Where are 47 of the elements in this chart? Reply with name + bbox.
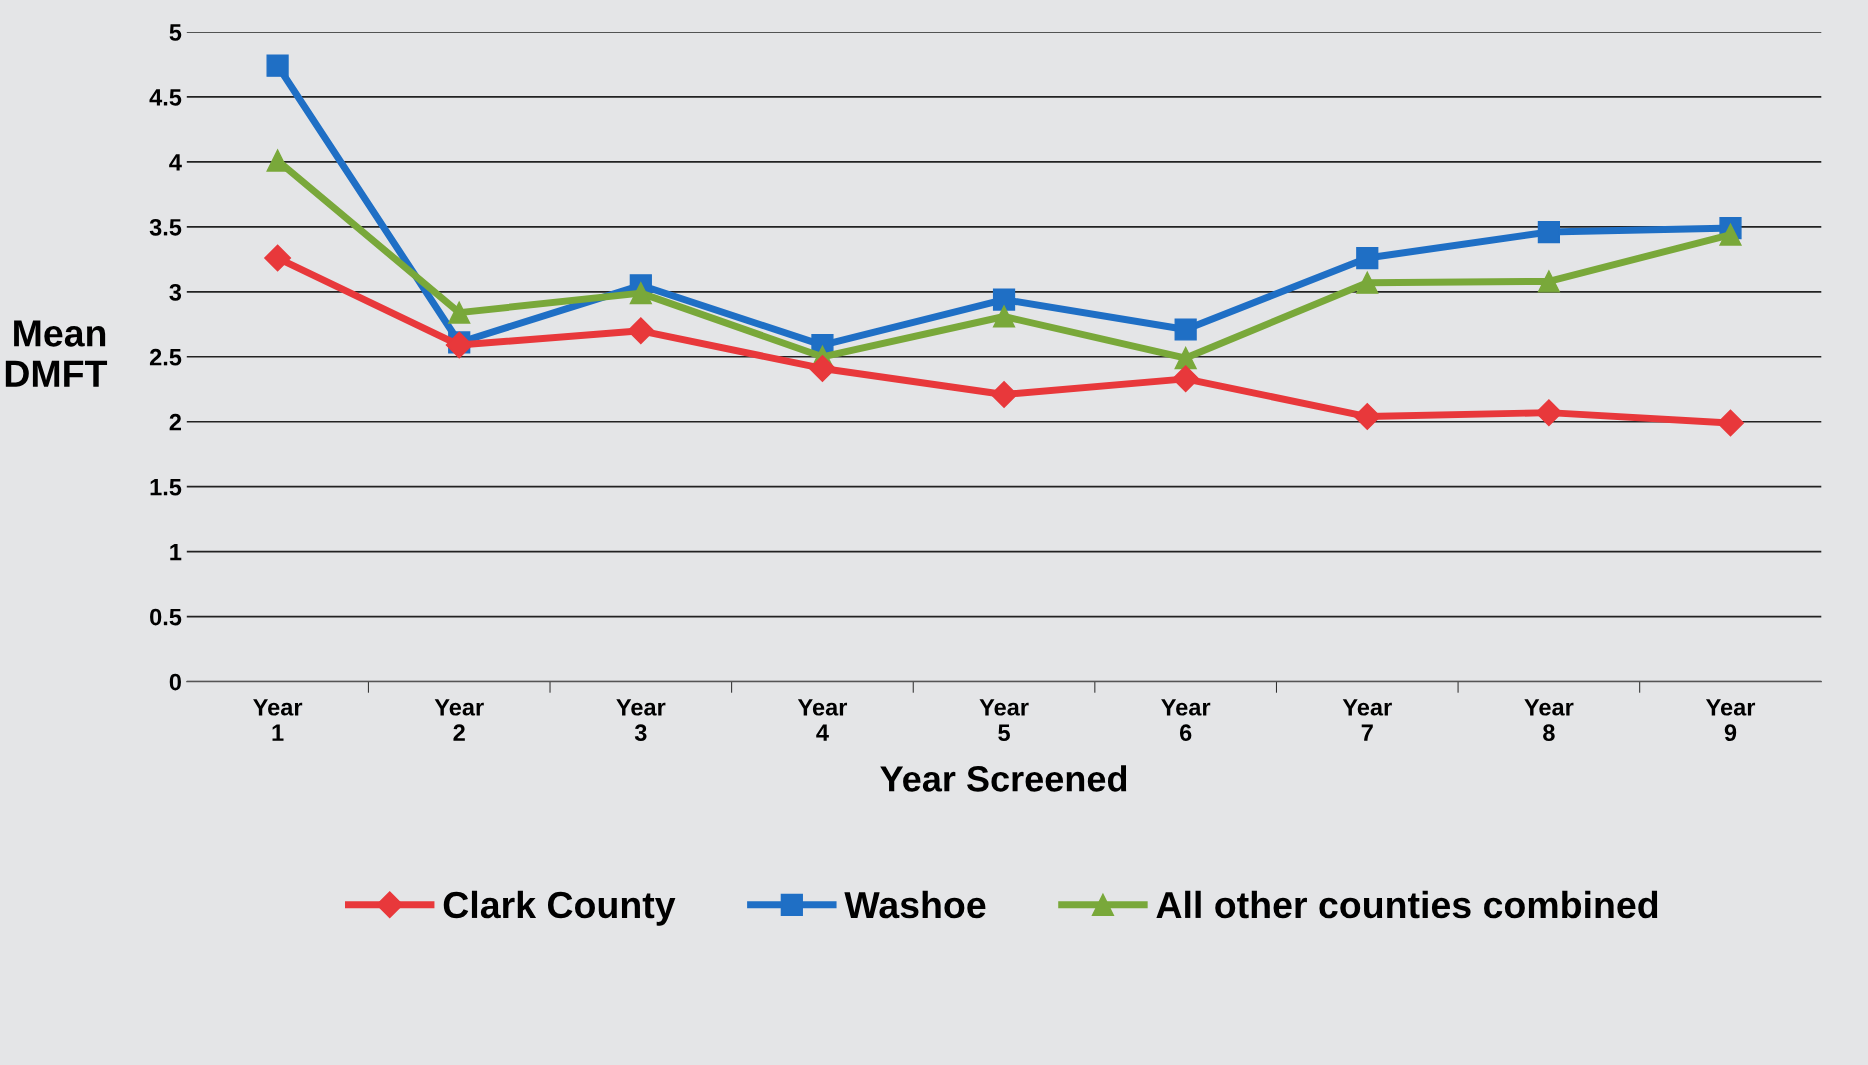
x-tick-label: Year 1	[253, 699, 303, 741]
y-tick-label: 3.5	[149, 218, 182, 236]
x-tick-label: Year 9	[1705, 699, 1756, 742]
y-tick-label: 0	[169, 673, 181, 691]
point	[1717, 409, 1744, 437]
point	[1537, 220, 1561, 244]
y-tick-label: 2	[169, 413, 181, 431]
point	[627, 317, 655, 345]
y-tick-label: 2.5	[149, 348, 182, 366]
point	[266, 54, 289, 77]
point	[990, 380, 1018, 408]
point	[1537, 270, 1561, 293]
point	[445, 331, 473, 359]
legend-label: Clark County	[443, 890, 676, 926]
point	[448, 301, 471, 324]
y-tick-label: 4.5	[149, 89, 182, 106]
point	[992, 305, 1016, 328]
y-tick-label: 5	[169, 24, 182, 41]
point	[629, 281, 652, 305]
point	[1719, 223, 1742, 246]
point	[1535, 399, 1563, 427]
x-tick-label: Year 5	[979, 699, 1029, 742]
x-tick-label: Year 6	[1161, 699, 1211, 742]
y-tick-label: 1.5	[150, 479, 182, 496]
point	[264, 244, 292, 272]
x-tick-label: Year 8	[1524, 699, 1574, 742]
legend-label: All other counties combined	[1156, 890, 1658, 919]
y-axis-title: Mean DMFT	[5, 320, 108, 387]
point	[808, 355, 836, 382]
point	[1174, 318, 1197, 341]
x-tick-label: Year 2	[434, 699, 484, 741]
y-tick-label: 3	[169, 283, 182, 301]
x-tick-label: Year 3	[616, 699, 666, 742]
point	[1356, 246, 1379, 270]
x-tick-label: Year 4	[797, 699, 848, 741]
point	[266, 149, 289, 172]
point	[1174, 346, 1197, 370]
point	[992, 288, 1016, 311]
x-axis-title: Year Screened	[880, 765, 1127, 792]
y-tick-label: 0.5	[150, 608, 182, 626]
y-tick-label: 4	[169, 154, 182, 171]
x-tick-label: Year 7	[1342, 699, 1392, 741]
point	[1356, 271, 1379, 294]
legend-label: Washoe	[844, 890, 986, 919]
point	[1172, 365, 1200, 393]
point	[1353, 403, 1381, 431]
y-tick-label: 1	[170, 543, 182, 561]
